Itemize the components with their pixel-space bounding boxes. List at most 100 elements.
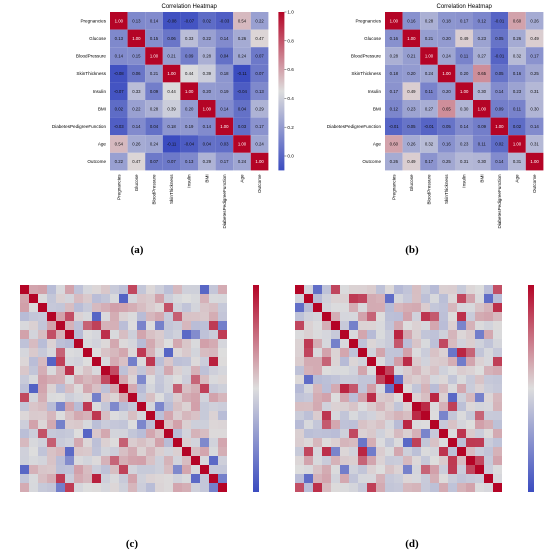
cell-value-label: 0.30 [478,89,487,94]
heatmap-cell [56,420,65,429]
heatmap-cell [92,465,101,474]
heatmap-cell [457,285,466,294]
heatmap-cell [209,357,218,366]
heatmap-cell [331,483,340,492]
heatmap-cell [173,402,182,411]
cell-value-label: 0.02 [203,18,212,23]
heatmap-cell [439,411,448,420]
heatmap-cell [74,483,83,492]
heatmap-cell [119,357,128,366]
heatmap-cell [448,339,457,348]
heatmap-cell [20,420,29,429]
heatmap-cell [92,447,101,456]
heatmap-cell [38,483,47,492]
heatmap-cell [457,465,466,474]
heatmap-cell [376,393,385,402]
heatmap-cell [155,420,164,429]
heatmap-panel-c: (c) [0,275,275,552]
heatmap-cell [322,420,331,429]
heatmap-cell [412,411,421,420]
cell-value-label: 0.06 [167,36,176,41]
cell-value-label: 0.28 [425,18,434,23]
heatmap-cell [209,393,218,402]
heatmap-cell [376,357,385,366]
heatmap-cell [250,82,269,100]
heatmap-cell [421,474,430,483]
heatmap-cell [331,402,340,411]
cell-value-label: 0.65 [478,71,487,76]
heatmap-cell [466,420,475,429]
heatmap-cell [83,456,92,465]
heatmap-cell [164,294,173,303]
caption-a: (a) [130,244,144,256]
heatmap-cell [110,64,128,83]
heatmap-cell [358,393,367,402]
heatmap-cell [322,303,331,312]
heatmap-cell [250,64,269,83]
cell-value-label: 0.07 [255,71,264,76]
heatmap-cell [295,357,304,366]
cell-value-label: 0.26 [513,36,522,41]
heatmap-cell [200,366,209,375]
heatmap-cell [155,312,164,321]
heatmap-cell [376,330,385,339]
heatmap-cell [173,348,182,357]
cell-value-label: 0.03 [220,142,229,147]
heatmap-cell [155,357,164,366]
heatmap-cell [146,312,155,321]
heatmap-cell [218,339,227,348]
heatmap-cell [191,348,200,357]
heatmap-cell [218,429,227,438]
heatmap-cell [137,348,146,357]
heatmap-cell [385,12,403,30]
heatmap-cell [218,357,227,366]
cell-value-label: 0.49 [407,159,416,164]
heatmap-cell [198,47,216,65]
heatmap-cell [119,456,128,465]
heatmap-cell [101,474,110,483]
cell-value-label: 0.44 [167,89,176,94]
cell-value-label: 0.39 [203,71,212,76]
heatmap-cell [367,438,376,447]
heatmap-cell [119,483,128,492]
heatmap-cell [304,465,313,474]
heatmap-cell [146,366,155,375]
heatmap-cell [29,411,38,420]
heatmap-cell [331,348,340,357]
heatmap-cell [430,384,439,393]
heatmap-cell [421,420,430,429]
y-tick-label: Glucose [364,36,381,41]
heatmap-cell [455,47,473,65]
heatmap-cell [430,456,439,465]
heatmap-cell [322,339,331,348]
heatmap-cell [83,294,92,303]
heatmap-cell [385,312,394,321]
heatmap-cell [430,474,439,483]
heatmap-cell [200,339,209,348]
heatmap-cell [65,303,74,312]
heatmap-cell [439,465,448,474]
heatmap-cell [376,429,385,438]
cell-value-label: 0.07 [150,159,159,164]
heatmap-cell [110,357,119,366]
cell-value-label: 0.17 [220,159,229,164]
heatmap-cell [155,438,164,447]
heatmap-cell [295,474,304,483]
heatmap-cell [421,348,430,357]
heatmap-cell [466,321,475,330]
heatmap-cell [92,312,101,321]
heatmap-cell [74,303,83,312]
cell-value-label: 0.49 [407,89,416,94]
heatmap-cell [376,384,385,393]
heatmap-cell [128,312,137,321]
heatmap-cell [340,285,349,294]
heatmap-cell [448,312,457,321]
heatmap-cell [457,438,466,447]
heatmap-cell [412,303,421,312]
cell-value-label: 0.44 [185,71,194,76]
heatmap-cell [490,117,509,136]
heatmap-cell [127,82,146,100]
heatmap-cell [490,152,509,171]
heatmap-cell [508,29,526,48]
heatmap-cell [155,393,164,402]
